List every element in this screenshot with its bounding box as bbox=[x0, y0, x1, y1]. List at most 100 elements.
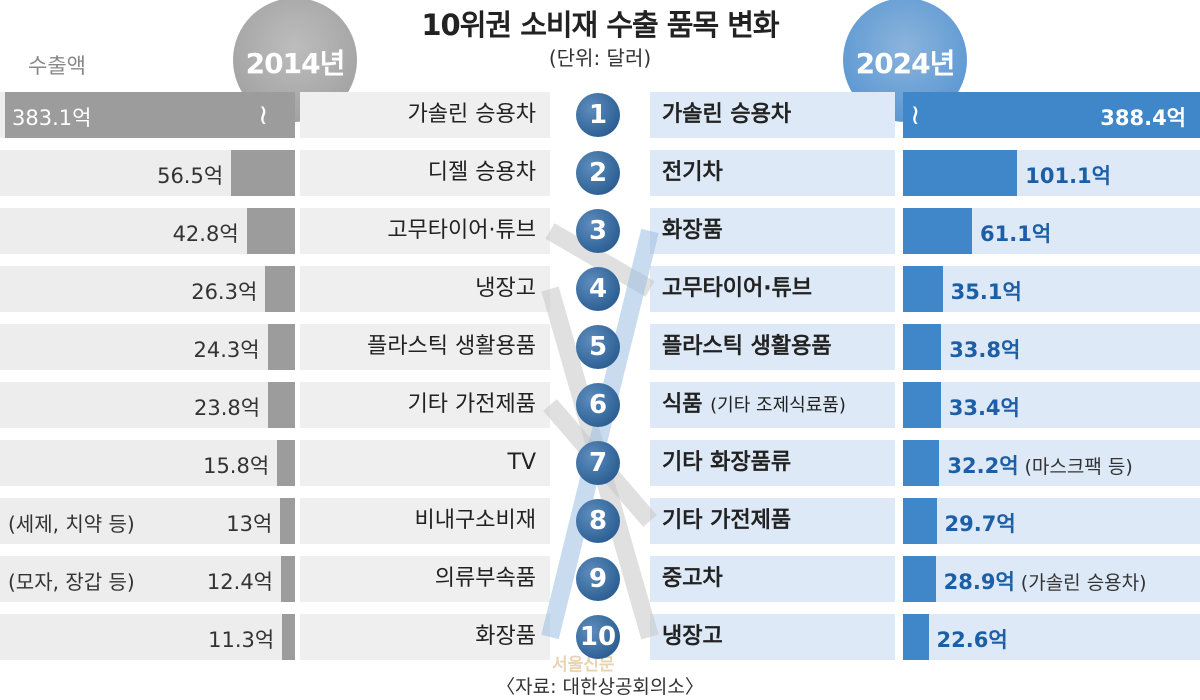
right-bar-track bbox=[903, 556, 1200, 602]
right-item-label: 냉장고 bbox=[662, 624, 723, 649]
right-value: 388.4억 bbox=[1100, 102, 1186, 132]
right-item-label: 고무타이어·튜브 bbox=[662, 276, 813, 301]
left-bar-track bbox=[0, 382, 295, 428]
left-bar bbox=[265, 266, 295, 312]
right-bar bbox=[903, 92, 1200, 138]
right-item-name: 식품 (기타 조제식료품) bbox=[650, 382, 895, 428]
left-item-name: 의류부속품 bbox=[300, 556, 550, 602]
right-item-name: 고무타이어·튜브 bbox=[650, 266, 895, 312]
left-bar-track bbox=[0, 324, 295, 370]
right-bar-track bbox=[903, 440, 1200, 486]
left-bar bbox=[5, 92, 295, 138]
right-value-text: 29.7억 bbox=[944, 512, 1016, 536]
left-bar-track bbox=[0, 556, 295, 602]
rank-badge: 9 bbox=[576, 557, 620, 601]
right-bar-track bbox=[903, 324, 1200, 370]
left-value: 23.8억 bbox=[194, 396, 261, 420]
left-bar bbox=[268, 382, 295, 428]
right-bar bbox=[903, 498, 937, 544]
right-value: 33.8억 bbox=[949, 334, 1020, 364]
right-item-label: 중고차 bbox=[662, 566, 723, 591]
left-bar-track bbox=[0, 208, 295, 254]
left-value: 383.1억 bbox=[12, 106, 92, 130]
right-value-text: 22.6억 bbox=[936, 628, 1008, 652]
right-item-name: 기타 화장품류 bbox=[650, 440, 895, 486]
rank-badge: 8 bbox=[576, 499, 620, 543]
left-value: 15.8억 bbox=[203, 454, 270, 478]
right-value: 61.1억 bbox=[980, 218, 1051, 248]
left-bar bbox=[282, 614, 295, 660]
left-item-name: 고무타이어·튜브 bbox=[300, 208, 550, 254]
rank-badge: 4 bbox=[576, 267, 620, 311]
left-bar bbox=[277, 440, 295, 486]
right-bar bbox=[903, 440, 940, 486]
right-value: 22.6억 bbox=[937, 624, 1008, 654]
rank-link bbox=[541, 228, 659, 640]
right-item-label: 화장품 bbox=[662, 218, 723, 243]
right-value-text: 101.1억 bbox=[1025, 164, 1111, 188]
left-bar-track bbox=[0, 614, 295, 660]
right-item-name: 플라스틱 생활용품 bbox=[650, 324, 895, 370]
rank-badge: 2 bbox=[576, 151, 620, 195]
table-row: 13억 (세제, 치약 등) 비내구소비재 8 기타 가전제품 29.7억 bbox=[0, 498, 1200, 544]
left-item-name: 플라스틱 생활용품 bbox=[300, 324, 550, 370]
right-item-name: 전기차 bbox=[650, 150, 895, 196]
right-bar bbox=[903, 266, 943, 312]
break-mark-icon: ≀ bbox=[258, 98, 269, 131]
right-bar bbox=[903, 614, 929, 660]
right-value: 101.1억 bbox=[1025, 160, 1111, 190]
rank-badge: 7 bbox=[576, 441, 620, 485]
right-bar bbox=[903, 324, 942, 370]
table-row: 23.8억 기타 가전제품 6 식품 (기타 조제식료품) 33.4억 bbox=[0, 382, 1200, 428]
rank-badge: 1 bbox=[576, 93, 620, 137]
left-value: 56.5억 bbox=[157, 164, 224, 188]
left-value: 11.3억 bbox=[208, 628, 275, 652]
left-item-name: 기타 가전제품 bbox=[300, 382, 550, 428]
right-value: 29.7억 bbox=[945, 508, 1016, 538]
right-item-label: 플라스틱 생활용품 bbox=[662, 334, 832, 359]
right-item-label: 식품 bbox=[662, 392, 703, 417]
right-note: (마스크팩 등) bbox=[1024, 456, 1133, 478]
right-item-label: 전기차 bbox=[662, 160, 723, 185]
right-bar bbox=[903, 382, 941, 428]
right-value: 28.9억 (가솔린 승용차) bbox=[944, 566, 1147, 596]
right-value-text: 33.4억 bbox=[948, 396, 1020, 420]
right-note: (가솔린 승용차) bbox=[1020, 572, 1147, 594]
left-bar-track bbox=[0, 440, 295, 486]
table-row: 12.4억 (모자, 장갑 등) 의류부속품 9 중고차 28.9억 (가솔린 승용차) bbox=[0, 556, 1200, 602]
right-item-label: 기타 화장품류 bbox=[662, 450, 792, 475]
rank-badge: 6 bbox=[576, 383, 620, 427]
right-value: 32.2억 (마스크팩 등) bbox=[947, 450, 1132, 480]
right-bar-track bbox=[903, 382, 1200, 428]
left-item-name: 화장품 bbox=[300, 614, 550, 660]
left-bar bbox=[267, 324, 295, 370]
right-value-text: 32.2억 bbox=[947, 454, 1019, 478]
right-bar-track bbox=[903, 498, 1200, 544]
left-value: 24.3억 bbox=[193, 338, 260, 362]
left-note: (모자, 장갑 등) bbox=[8, 570, 135, 594]
unit-label: (단위: 달러) bbox=[548, 46, 652, 70]
left-value: 13억 bbox=[226, 512, 273, 536]
right-bar bbox=[903, 208, 973, 254]
right-item-name: 냉장고 bbox=[650, 614, 895, 660]
left-bar bbox=[246, 208, 295, 254]
right-value-text: 388.4억 bbox=[1100, 106, 1186, 130]
right-value: 33.4억 bbox=[949, 392, 1020, 422]
right-item-name: 가솔린 승용차 bbox=[650, 92, 895, 138]
table-row: 26.3억 냉장고 4 고무타이어·튜브 35.1억 bbox=[0, 266, 1200, 312]
right-item-label: 가솔린 승용차 bbox=[662, 102, 792, 127]
right-item-name: 화장품 bbox=[650, 208, 895, 254]
left-item-name: 가솔린 승용차 bbox=[300, 92, 550, 138]
break-mark-icon: ≀ bbox=[910, 98, 921, 131]
left-item-name: 비내구소비재 bbox=[300, 498, 550, 544]
right-item-label: 기타 가전제품 bbox=[662, 508, 792, 533]
right-bar-track bbox=[903, 614, 1200, 660]
left-item-name: 냉장고 bbox=[300, 266, 550, 312]
left-item-name: 디젤 승용차 bbox=[300, 150, 550, 196]
metric-label: 수출액 bbox=[28, 54, 86, 78]
right-value-text: 61.1억 bbox=[980, 222, 1052, 246]
rank-badge: 3 bbox=[576, 209, 620, 253]
chart-title: 10위권 소비재 수출 품목 변화 bbox=[421, 8, 779, 42]
right-value-text: 33.8억 bbox=[949, 338, 1021, 362]
left-bar-track bbox=[0, 266, 295, 312]
